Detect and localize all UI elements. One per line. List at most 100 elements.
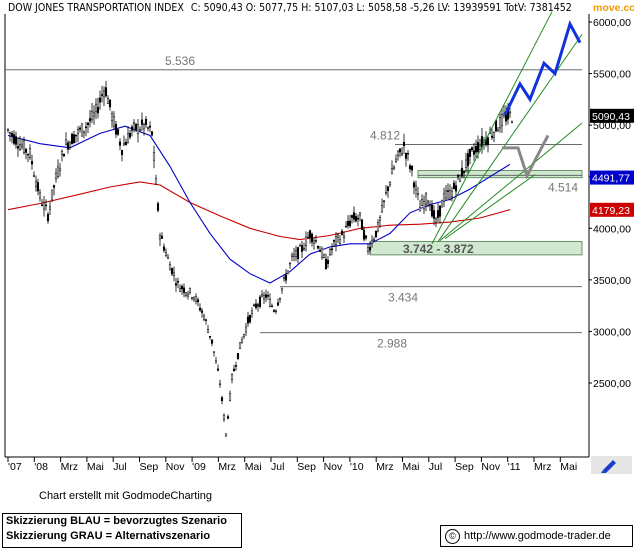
candle-body: [128, 132, 132, 138]
candle-body: [460, 167, 464, 177]
drawing-tool-button[interactable]: [591, 456, 632, 474]
candle-body: [132, 122, 136, 124]
candle-body: [262, 295, 266, 300]
price-tag-label: 4491,77: [592, 173, 630, 185]
candle-body: [150, 131, 154, 136]
candle-body: [18, 144, 22, 150]
candle-body: [214, 360, 218, 364]
candle-body: [382, 200, 386, 202]
candle-body: [326, 259, 330, 264]
candle-body: [206, 329, 210, 333]
candle-body: [58, 168, 62, 171]
candle-body: [82, 130, 86, 134]
candle-body: [84, 126, 88, 129]
candle-body: [458, 175, 462, 182]
website-link[interactable]: © http://www.godmode-trader.de: [440, 525, 633, 547]
candle-body: [164, 252, 168, 257]
candle-body: [94, 103, 98, 112]
candle-body: [284, 274, 288, 281]
candle-body: [266, 295, 270, 297]
candle-body: [158, 235, 162, 240]
candle-body: [412, 182, 416, 188]
candle-body: [278, 297, 282, 300]
candle-body: [160, 235, 164, 239]
price-tag: [590, 202, 634, 217]
candle-body: [88, 118, 92, 122]
candle-body: [300, 245, 304, 252]
candle-body: [492, 132, 496, 138]
candle-body: [344, 225, 348, 228]
scenario-sketches: [502, 20, 582, 180]
candle-body: [174, 283, 178, 286]
candle-body: [330, 248, 334, 251]
candle-body: [154, 178, 158, 185]
y-tick-label: 3000,00: [593, 326, 631, 338]
level-label: 4.514: [548, 180, 578, 194]
candle-body: [194, 295, 198, 302]
candle-body: [394, 158, 398, 162]
candle-body: [180, 285, 184, 290]
x-tick-label: '08: [34, 461, 48, 473]
candle-body: [96, 106, 100, 114]
candle-body: [256, 304, 260, 307]
zone-label: 3.742 - 3.872: [403, 242, 474, 256]
candle-body: [110, 112, 114, 121]
ma50-line: [7, 125, 511, 284]
price-labels: 5090,43 4491,77 4179,23: [590, 108, 634, 217]
candle-body: [42, 202, 46, 210]
candle-body: [28, 148, 32, 159]
candle-body: [286, 270, 290, 274]
candle-body: [16, 146, 20, 149]
x-tick-label: Jul: [113, 461, 126, 473]
candle-body: [424, 193, 428, 205]
candle-body: [468, 148, 472, 157]
candle-body: [90, 110, 94, 120]
trend-line: [431, 11, 553, 244]
candle-body: [280, 287, 284, 291]
level-label: 5.536: [165, 54, 195, 68]
candle-body: [222, 415, 226, 420]
candle-body: [172, 272, 176, 276]
candle-body: [236, 353, 240, 360]
candle-body: [212, 351, 216, 353]
candle-body: [32, 174, 36, 177]
candle-body: [210, 339, 214, 344]
candle-body: [30, 160, 34, 165]
candle-body: [398, 148, 402, 153]
candle-body: [134, 123, 138, 131]
legend-blue: Skizzierung BLAU = bevorzugtes Szenario: [6, 515, 227, 527]
candle-body: [62, 154, 66, 157]
candle-body: [444, 190, 448, 199]
candle-body: [472, 150, 476, 155]
candle-body: [8, 132, 12, 134]
candle-body: [276, 302, 280, 306]
candle-body: [66, 142, 70, 150]
candle-body: [208, 335, 212, 338]
candle-body: [304, 236, 308, 246]
candle-body: [106, 98, 110, 104]
x-tick-label: Sep: [455, 461, 474, 473]
candle-body: [406, 153, 410, 155]
candle-body: [336, 234, 340, 238]
candle-body: [258, 296, 262, 307]
support-zone: [417, 170, 583, 179]
candle-body: [216, 368, 220, 371]
candle-body: [226, 416, 230, 419]
candle-body: [426, 200, 430, 204]
candle-body: [338, 239, 342, 244]
candle-body: [70, 133, 74, 145]
candle-body: [370, 239, 374, 245]
price-chart: 3.742 - 3.872 5.5364.8124.5143.4342.988 …: [4, 2, 634, 473]
candle-body: [136, 124, 140, 134]
candle-body: [302, 248, 306, 251]
candle-body: [360, 219, 364, 230]
candle-body: [100, 94, 104, 96]
candle-body: [52, 185, 56, 188]
candle-body: [218, 383, 222, 385]
candle-body: [500, 113, 504, 126]
candle-body: [126, 133, 130, 144]
candle-body: [496, 129, 500, 132]
candle-body: [438, 205, 442, 217]
candle-body: [116, 129, 120, 135]
candle-body: [272, 310, 276, 312]
